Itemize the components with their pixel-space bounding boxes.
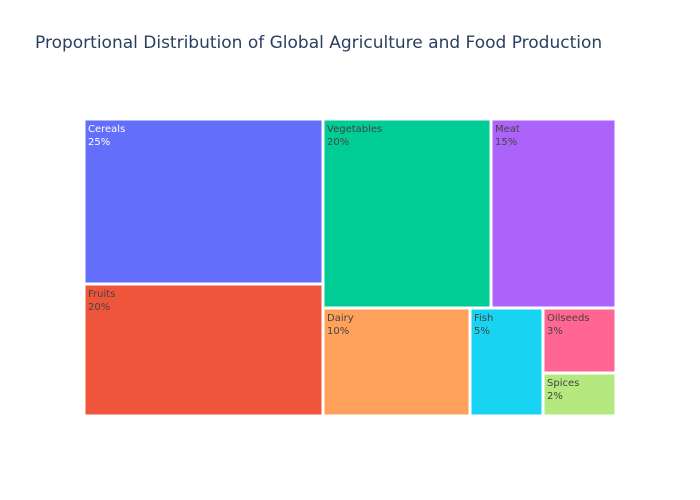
tile-value-meat: 15% <box>495 137 517 148</box>
tile-value-fish: 5% <box>474 326 490 337</box>
tile-label-vegetables: Vegetables <box>327 124 382 135</box>
chart-title: Proportional Distribution of Global Agri… <box>35 33 603 53</box>
tile-fish[interactable]: Fish 5% <box>470 308 543 416</box>
tile-fruits[interactable]: Fruits 20% <box>84 284 323 416</box>
tile-label-dairy: Dairy <box>327 313 354 324</box>
tile-rect-fish[interactable] <box>470 308 543 416</box>
tile-value-spices: 2% <box>547 391 563 402</box>
tile-value-oilseeds: 3% <box>547 326 563 337</box>
tile-label-fish: Fish <box>474 313 493 324</box>
tile-rect-vegetables[interactable] <box>323 119 491 308</box>
tile-value-fruits: 20% <box>88 302 110 313</box>
tile-meat[interactable]: Meat 15% <box>491 119 616 308</box>
tile-label-oilseeds: Oilseeds <box>547 313 590 324</box>
tile-rect-dairy[interactable] <box>323 308 470 416</box>
tile-vegetables[interactable]: Vegetables 20% <box>323 119 491 308</box>
tile-label-cereals: Cereals <box>88 124 125 135</box>
tile-rect-meat[interactable] <box>491 119 616 308</box>
tile-oilseeds[interactable]: Oilseeds 3% <box>543 308 616 373</box>
tile-label-meat: Meat <box>495 124 520 135</box>
tile-value-vegetables: 20% <box>327 137 349 148</box>
tile-dairy[interactable]: Dairy 10% <box>323 308 470 416</box>
tile-spices[interactable]: Spices 2% <box>543 373 616 416</box>
tile-cereals[interactable]: Cereals 25% <box>84 119 323 284</box>
tile-value-dairy: 10% <box>327 326 349 337</box>
tile-label-spices: Spices <box>547 378 579 389</box>
tile-rect-oilseeds[interactable] <box>543 308 616 373</box>
tile-rect-fruits[interactable] <box>84 284 323 416</box>
tile-value-cereals: 25% <box>88 137 110 148</box>
tile-rect-cereals[interactable] <box>84 119 323 284</box>
tile-label-fruits: Fruits <box>88 289 115 300</box>
tile-rect-spices[interactable] <box>543 373 616 416</box>
